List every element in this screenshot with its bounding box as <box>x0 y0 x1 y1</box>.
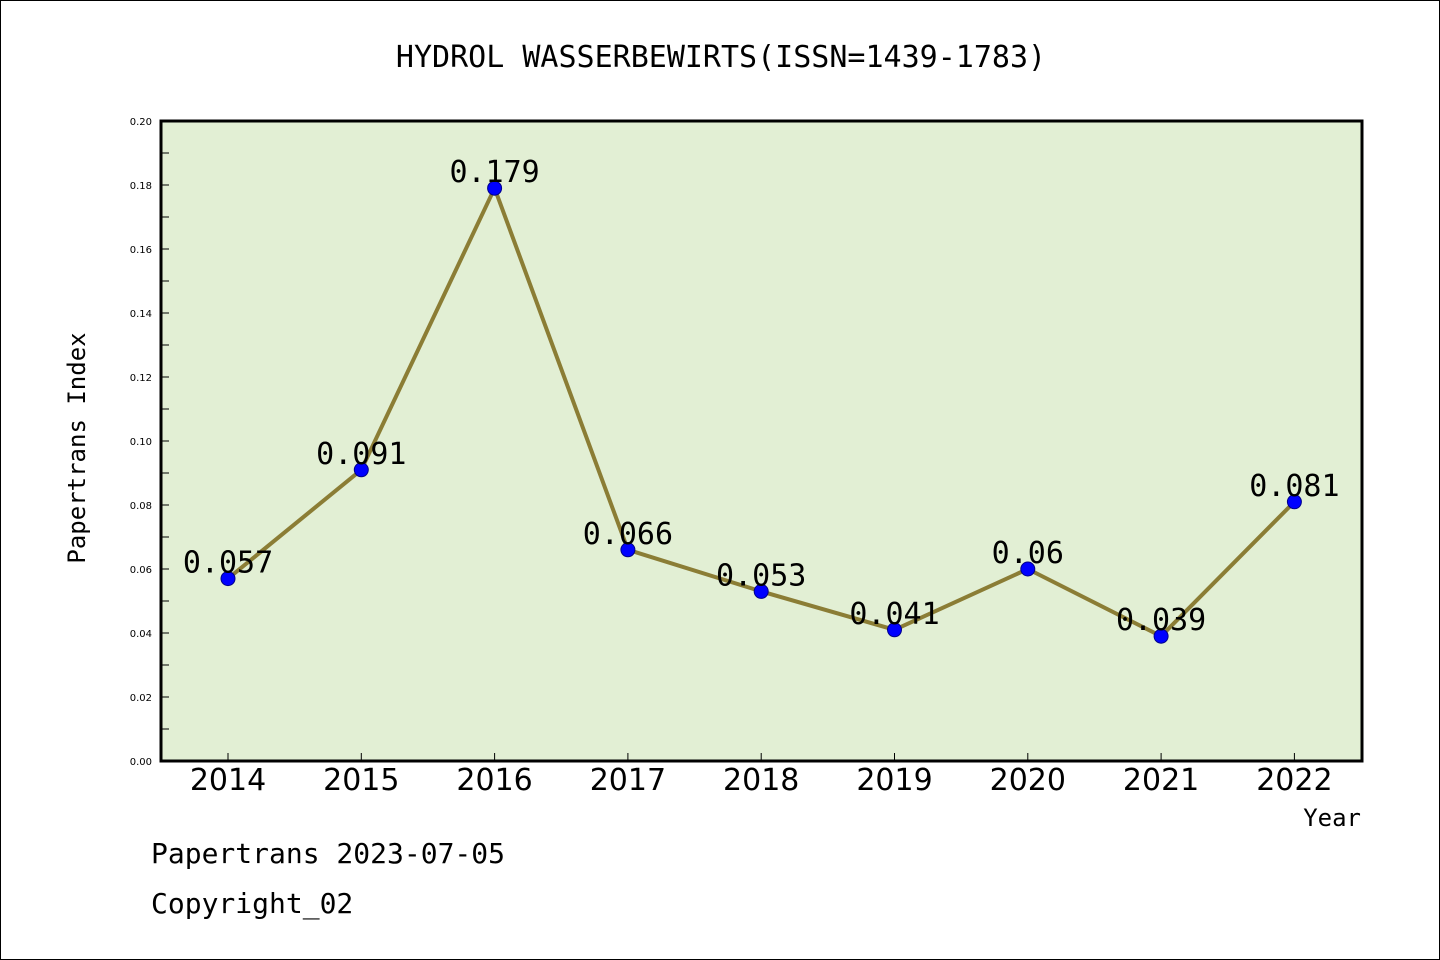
data-label: 0.081 <box>1249 469 1339 504</box>
y-axis: 0.00 0.02 0.04 0.06 0.08 0.10 0.12 0.14 0.16 0.18… <box>130 117 169 768</box>
data-point <box>220 571 236 587</box>
data-label: 0.053 <box>716 558 806 593</box>
data-point <box>620 542 636 558</box>
y-tick-label: 0.14 <box>130 309 152 320</box>
y-axis-label: Papertrans Index <box>63 332 91 563</box>
chart-title: HYDROL WASSERBEWIRTS(ISSN=1439-1783) <box>396 40 1046 75</box>
x-tick-label: 2021 <box>1123 763 1199 798</box>
data-point <box>353 462 369 478</box>
data-point <box>887 622 902 638</box>
x-tick-label: 2019 <box>856 763 932 798</box>
footer-copyright: Copyright_02 <box>151 887 354 920</box>
x-tick-label: 2016 <box>456 763 532 798</box>
plot-area <box>159 119 1364 763</box>
y-tick-label: 0.08 <box>130 501 152 512</box>
y-tick-label: 0.18 <box>130 181 152 192</box>
series-line-group: 0.057 0.091 0.179 0.066 0.053 0.041 0.06 0.039 0… <box>183 155 1340 644</box>
y-tick-label: 0.12 <box>130 373 152 384</box>
data-point <box>1153 628 1169 644</box>
x-tick-label: 2015 <box>323 763 399 798</box>
x-tick-label: 2014 <box>190 763 266 798</box>
data-point <box>1020 561 1036 577</box>
x-tick-label: 2017 <box>590 763 666 798</box>
data-point <box>753 583 769 599</box>
x-tick-label: 2020 <box>990 763 1066 798</box>
data-label: 0.06 <box>992 536 1064 571</box>
x-tick-label: 2018 <box>723 763 799 798</box>
x-tick-label: 2022 <box>1256 763 1332 798</box>
data-label: 0.066 <box>583 517 673 552</box>
y-tick-label: 0.20 <box>130 117 152 128</box>
footer-date: Papertrans 2023-07-05 <box>151 837 506 870</box>
x-axis-label: Year <box>1303 804 1361 832</box>
data-label: 0.179 <box>449 155 539 190</box>
x-axis: 2014 2015 2016 2017 2018 2019 2020 2021 2022 <box>190 753 1333 798</box>
y-tick-label: 0.02 <box>130 693 152 704</box>
y-tick-label: 0.04 <box>130 629 152 640</box>
data-point <box>1286 494 1302 510</box>
data-label: 0.091 <box>316 437 406 472</box>
data-label: 0.041 <box>849 597 939 632</box>
y-tick-label: 0.06 <box>130 565 152 576</box>
y-tick-label: 0.16 <box>130 245 152 256</box>
data-point <box>487 180 503 196</box>
y-tick-label: 0.10 <box>130 437 152 448</box>
data-label: 0.039 <box>1116 603 1206 638</box>
y-tick-label: 0.00 <box>130 757 152 768</box>
data-label: 0.057 <box>183 546 273 581</box>
